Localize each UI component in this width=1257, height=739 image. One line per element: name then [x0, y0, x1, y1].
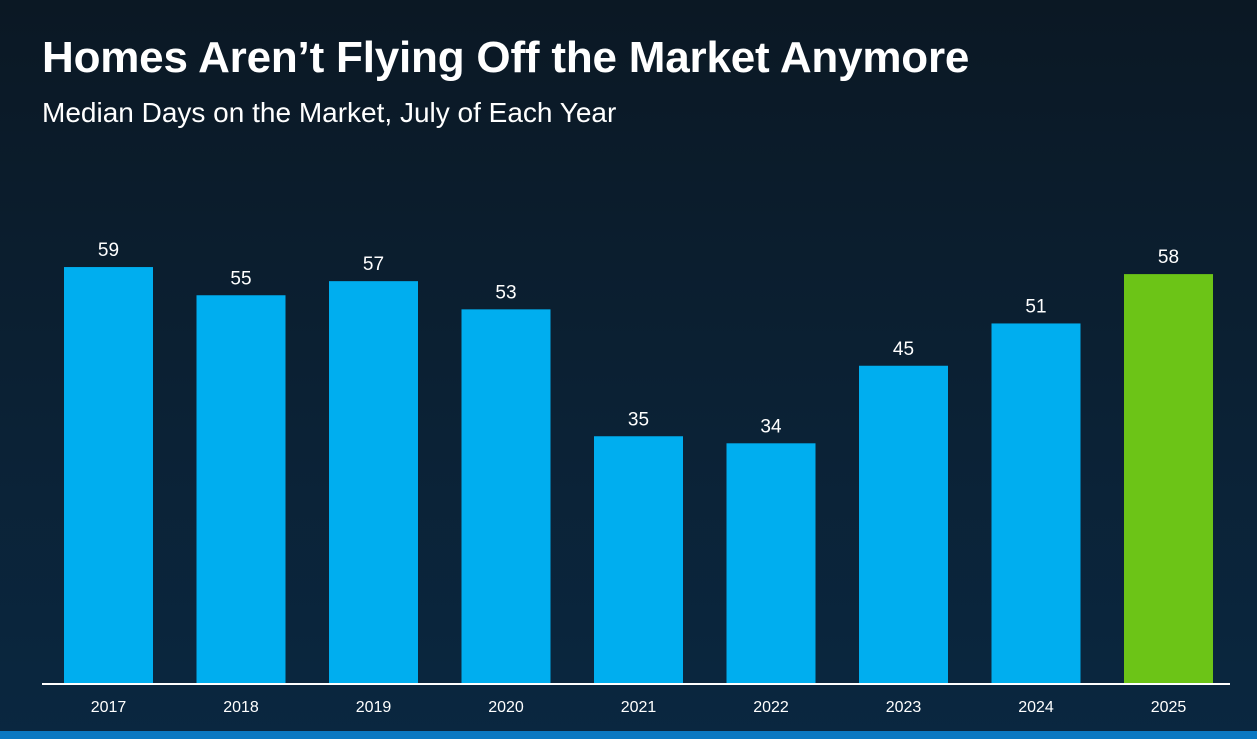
data-label: 55	[230, 268, 251, 289]
x-tick-label: 2019	[356, 699, 392, 716]
x-tick-label: 2020	[488, 699, 524, 716]
bar-2019	[329, 281, 418, 683]
x-tick-label: 2025	[1151, 699, 1187, 716]
data-label: 59	[98, 240, 119, 261]
bar-2018	[196, 295, 286, 683]
x-tick-label: 2024	[1018, 699, 1054, 716]
x-tick-label: 2018	[223, 699, 259, 716]
chart-title: Homes Aren’t Flying Off the Market Anymo…	[42, 33, 970, 82]
bar-2025	[1124, 274, 1213, 683]
data-label: 53	[495, 282, 516, 303]
data-label: 58	[1158, 247, 1179, 268]
bar-2024	[991, 323, 1081, 683]
bar-2023	[859, 365, 948, 683]
x-tick-label: 2021	[621, 699, 657, 716]
bar-2020	[461, 309, 551, 683]
data-label: 45	[893, 339, 914, 360]
x-tick-label: 2023	[886, 699, 922, 716]
bar-2017	[64, 267, 153, 683]
x-tick-label: 2017	[91, 699, 127, 716]
x-tick-label: 2022	[753, 699, 789, 716]
data-label: 35	[628, 409, 649, 430]
data-label: 51	[1025, 296, 1046, 317]
data-label: 57	[363, 254, 384, 275]
bottom-strip	[0, 731, 1257, 739]
bar-2021	[594, 436, 683, 683]
bar-2022	[726, 443, 816, 683]
data-label: 34	[760, 416, 782, 437]
chart-subtitle: Median Days on the Market, July of Each …	[42, 97, 617, 128]
